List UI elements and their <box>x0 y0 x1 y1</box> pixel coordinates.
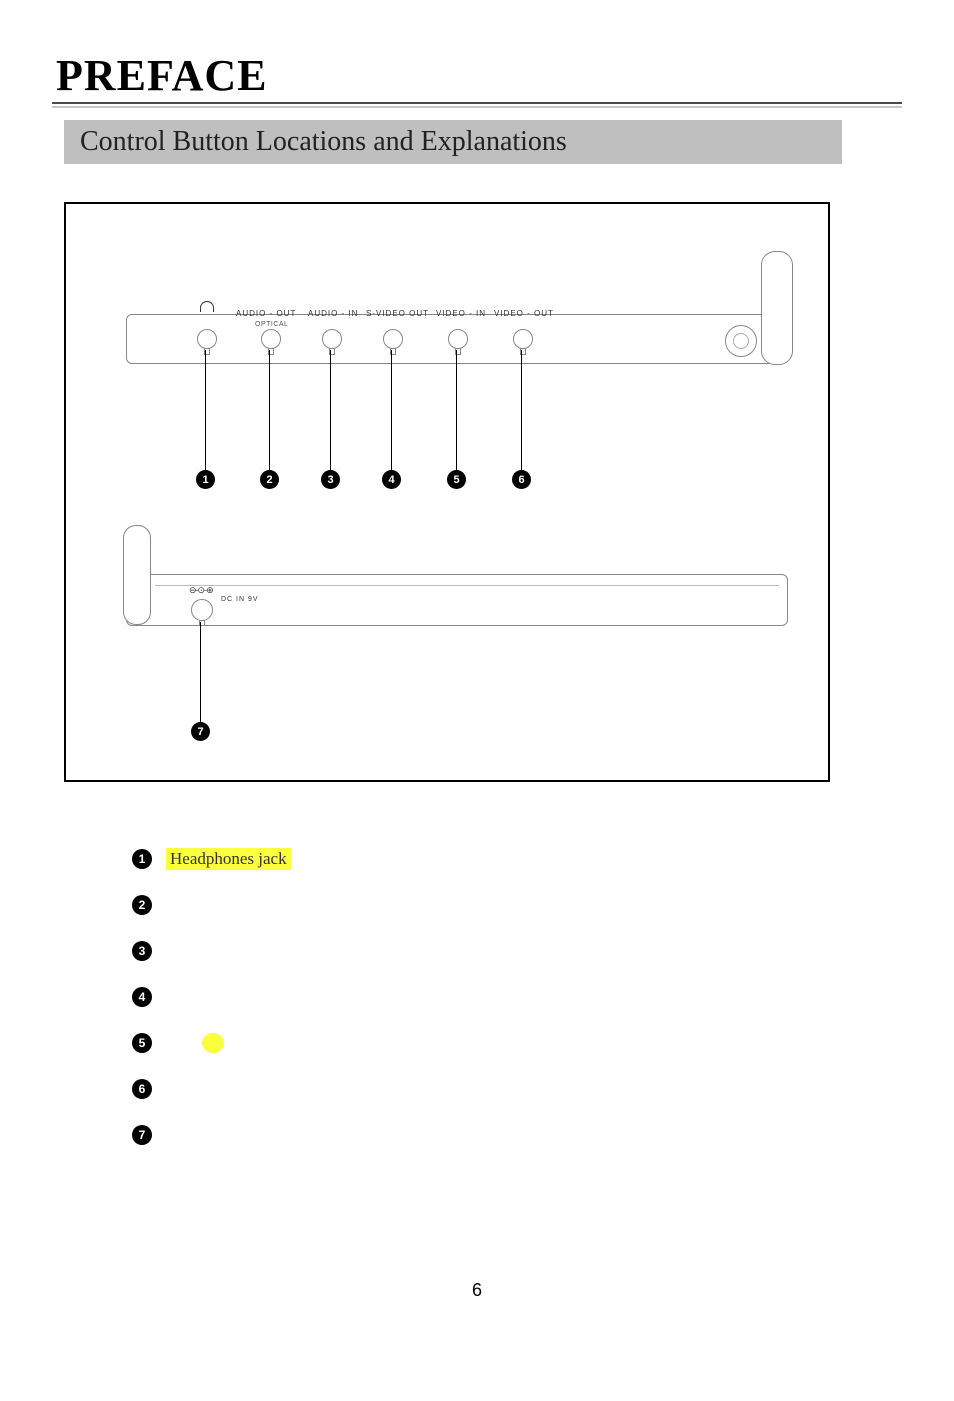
legend-num-4: 4 <box>132 987 152 1007</box>
page: PREFACE Control Button Locations and Exp… <box>0 0 954 1401</box>
callout-line-7 <box>200 622 201 722</box>
diagram-frame: OPTICAL AUDIO - OUT AUDIO - IN S-VIDEO O… <box>64 202 830 782</box>
callout-num-3: 3 <box>321 470 340 489</box>
legend-num-1: 1 <box>132 849 152 869</box>
legend-row-6: 6 <box>132 1066 291 1112</box>
legend-text-2 <box>166 904 174 906</box>
label-audio-in: AUDIO - IN <box>308 309 358 318</box>
label-video-out: VIDEO - OUT <box>494 309 554 318</box>
callout-num-1: 1 <box>196 470 215 489</box>
device-bottom-panel: ⊖-⊙-⊕ DC IN 9V <box>126 574 788 626</box>
legend-text-1: Headphones jack <box>166 848 291 870</box>
callout-num-7: 7 <box>191 722 210 741</box>
legend-row-4: 4 <box>132 974 291 1020</box>
callout-num-6: 6 <box>512 470 531 489</box>
legend-text-6 <box>166 1088 174 1090</box>
legend-row-5: 5 <box>132 1020 291 1066</box>
legend-text-3 <box>166 950 174 952</box>
device-top-side-panel: OPTICAL <box>126 314 788 364</box>
legend-num-2: 2 <box>132 895 152 915</box>
legend-num-6: 6 <box>132 1079 152 1099</box>
callout-num-4: 4 <box>382 470 401 489</box>
lid-line <box>155 585 779 586</box>
port-video-out <box>513 329 533 349</box>
port-audio-out-sublabel: OPTICAL <box>255 321 288 328</box>
dc-in-label: DC IN 9V <box>221 596 259 603</box>
legend-row-3: 3 <box>132 928 291 974</box>
callout-line-2 <box>269 350 270 470</box>
headphones-icon <box>200 301 214 312</box>
callout-line-1 <box>205 350 206 470</box>
legend: 1 Headphones jack 2 3 4 5 6 7 <box>132 836 291 1158</box>
legend-text-4 <box>166 996 174 998</box>
port-headphones <box>197 329 217 349</box>
polarity-symbol: ⊖-⊙-⊕ <box>189 585 213 596</box>
callout-line-3 <box>330 350 331 470</box>
callout-line-5 <box>456 350 457 470</box>
right-knob <box>725 325 757 357</box>
callout-num-2: 2 <box>260 470 279 489</box>
heading-rule-dark <box>52 102 902 104</box>
legend-num-7: 7 <box>132 1125 152 1145</box>
legend-row-7: 7 <box>132 1112 291 1158</box>
port-video-in <box>448 329 468 349</box>
label-svideo-out: S-VIDEO OUT <box>366 309 429 318</box>
section-band: Control Button Locations and Explanation… <box>64 120 842 164</box>
callout-line-4 <box>391 350 392 470</box>
page-number: 6 <box>0 1280 954 1301</box>
legend-text-7 <box>166 1134 174 1136</box>
legend-num-3: 3 <box>132 941 152 961</box>
port-audio-out <box>261 329 281 349</box>
legend-row-1: 1 Headphones jack <box>132 836 291 882</box>
dc-port <box>191 599 213 621</box>
label-audio-out: AUDIO - OUT <box>236 309 296 318</box>
port-audio-in <box>322 329 342 349</box>
port-svideo-out <box>383 329 403 349</box>
callout-line-6 <box>521 350 522 470</box>
preface-heading: PREFACE <box>56 50 268 101</box>
label-video-in: VIDEO - IN <box>436 309 486 318</box>
legend-num-5: 5 <box>132 1033 152 1053</box>
heading-rule-light <box>52 106 902 108</box>
section-title: Control Button Locations and Explanation… <box>80 126 567 158</box>
legend-highlight-blob <box>202 1033 224 1053</box>
callout-num-5: 5 <box>447 470 466 489</box>
legend-row-2: 2 <box>132 882 291 928</box>
